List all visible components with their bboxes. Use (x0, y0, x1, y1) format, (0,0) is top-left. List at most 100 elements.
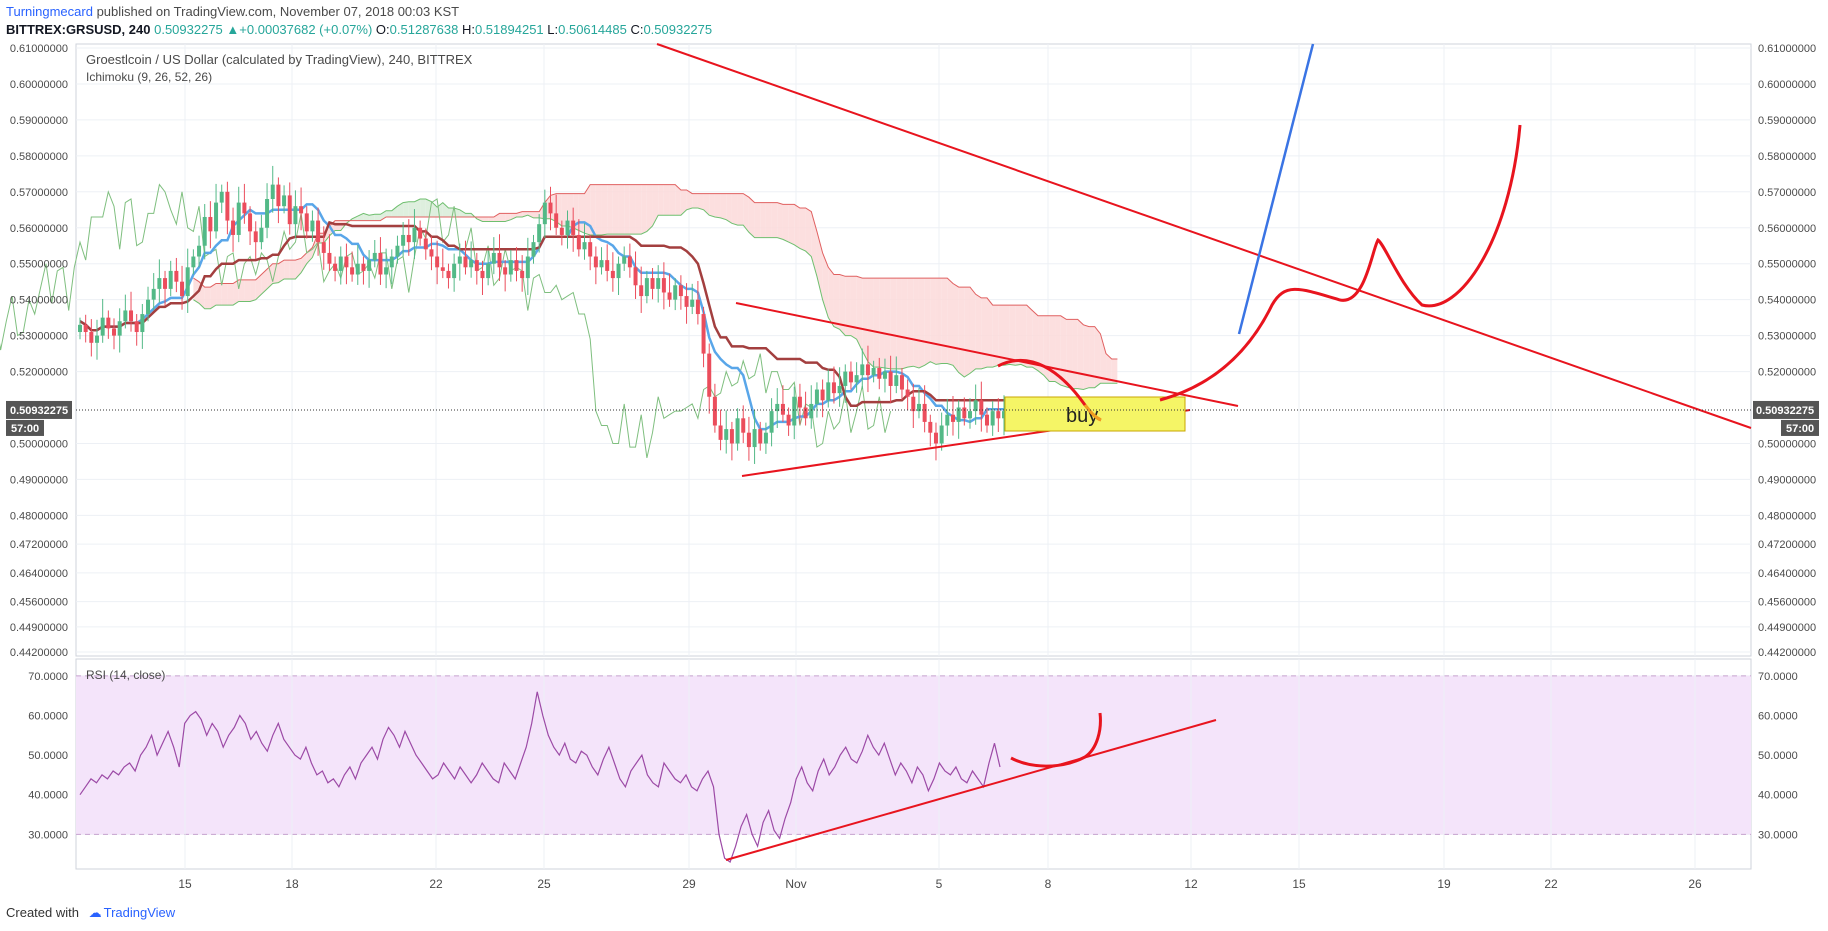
candle-body (803, 407, 808, 419)
buy-zone-box[interactable] (1004, 396, 1186, 432)
y-tick-label-left: 0.53000000 (10, 331, 68, 343)
y-tick-label-right: 0.61000000 (1758, 43, 1816, 55)
tradingview-link[interactable]: TradingView (103, 905, 176, 920)
candle-body (389, 256, 394, 268)
candle-body (129, 310, 134, 322)
candle-body (729, 429, 734, 444)
chart-title: Groestlcoin / US Dollar (calculated by T… (86, 52, 473, 67)
candle-body (310, 220, 315, 232)
candle-body (559, 227, 564, 235)
candle-body (406, 234, 411, 243)
cloud-segment (233, 279, 239, 306)
candle-body (265, 199, 270, 228)
user-drawings[interactable]: buy (656, 43, 1752, 861)
cloud-segment (794, 204, 800, 249)
candle-body (576, 234, 581, 250)
cloud-segment (1043, 315, 1050, 382)
cloud-segment (720, 193, 727, 220)
long-resistance-trendline[interactable] (656, 43, 1752, 429)
ohlc-line: BITTREX:GRSUSD, 240 0.50932275 ▲+0.00037… (6, 22, 712, 37)
candle-body (967, 411, 972, 419)
author-link[interactable]: Turningmecard (6, 4, 93, 19)
candle-body (100, 317, 105, 336)
cloud-segment (193, 278, 200, 304)
cloud-segment (386, 210, 392, 217)
rsi-support-trendline[interactable] (725, 719, 1217, 861)
tradingview-logo-icon[interactable]: ☁ (88, 905, 102, 920)
cloud-segment (595, 184, 602, 235)
rsi-tick-label-left: 50.0000 (28, 750, 68, 762)
candle-body (605, 260, 610, 271)
candle-body (270, 184, 275, 199)
rsi-projection-curve[interactable] (1010, 712, 1102, 768)
cloud-segment (1083, 324, 1090, 390)
candle-body (378, 252, 383, 275)
cloud-segment (527, 211, 534, 218)
candle-body (197, 245, 202, 257)
cloud-segment (947, 278, 953, 366)
candle-body (639, 285, 644, 297)
x-tick-label: 22 (429, 877, 443, 891)
cloud-segment (839, 274, 846, 336)
cloud-segment (618, 184, 625, 235)
y-tick-label-left: 0.48000000 (10, 510, 68, 522)
candle-body (860, 364, 865, 376)
cloud-segment (862, 278, 868, 362)
cloud-segment (992, 305, 999, 368)
cloud-segment (941, 278, 948, 364)
cloud-segment (442, 202, 449, 217)
rsi-tick-label-left: 60.0000 (28, 711, 68, 723)
candle-body (225, 191, 230, 221)
candle-body (894, 375, 899, 386)
y-tick-label-right: 0.52000000 (1758, 367, 1816, 379)
candle-body (486, 263, 491, 279)
cloud-segment (323, 225, 330, 244)
price-tag-left (6, 400, 72, 419)
candle-body (741, 418, 746, 433)
cloud-segment (1049, 315, 1056, 382)
candle-body (695, 299, 700, 315)
y-tick-label-left: 0.55000000 (10, 259, 68, 271)
senkou-span-a (193, 198, 1118, 391)
blue-projection-line[interactable] (1237, 43, 1315, 335)
candle-body (299, 206, 304, 214)
cloud-segment (1026, 305, 1033, 368)
y-tick-label-right: 0.50000000 (1758, 438, 1816, 450)
cloud-segment (1100, 333, 1107, 384)
created-with-label: Created with (6, 905, 79, 920)
candle-body (208, 216, 213, 232)
grid (76, 44, 1751, 869)
cloud-segment (272, 263, 279, 284)
cloud-segment (879, 278, 885, 368)
y-tick-label-right: 0.44200000 (1758, 647, 1816, 659)
y-tick-label-right: 0.45600000 (1758, 597, 1816, 609)
y-tick-label-left: 0.54000000 (10, 295, 68, 307)
candle-body (163, 278, 168, 289)
candle-body (667, 292, 672, 300)
cloud-segment (567, 193, 574, 228)
triangle-upper-trendline[interactable] (735, 302, 1239, 407)
candle-body (491, 252, 496, 264)
candle-body (542, 202, 547, 225)
y-tick-label-left: 0.49000000 (10, 474, 68, 486)
cloud-segment (482, 216, 489, 222)
candle-body (724, 429, 729, 440)
candle-body (990, 411, 995, 426)
x-tick-label: Nov (785, 877, 806, 891)
candle-body (333, 263, 338, 271)
candle-body (95, 335, 100, 343)
candle-body (463, 256, 468, 268)
candle-body (973, 400, 978, 412)
candle-body (650, 278, 655, 289)
cloud-segment (760, 202, 766, 238)
cloud-segment (1009, 305, 1016, 366)
candle-body (633, 267, 638, 286)
rally-projection-curve[interactable] (1159, 124, 1522, 402)
y-tick-label-left: 0.61000000 (10, 43, 68, 55)
cloud-segment (646, 184, 653, 232)
countdown-tag-left-text: 57:00 (11, 423, 39, 435)
candle-body (537, 224, 542, 243)
cloud-segment (680, 190, 687, 216)
candle-body (548, 202, 553, 214)
